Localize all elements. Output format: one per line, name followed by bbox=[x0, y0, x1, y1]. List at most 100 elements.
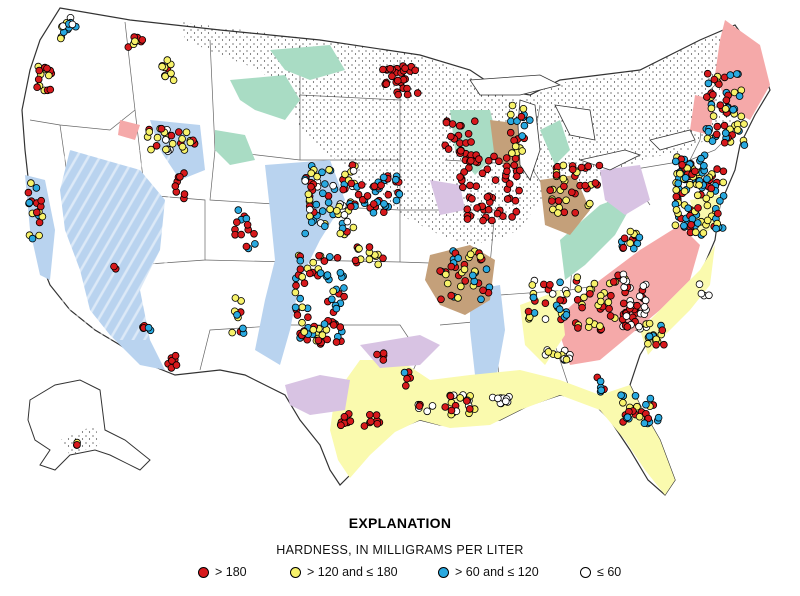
sample-site-marker bbox=[318, 331, 327, 339]
sample-site-marker bbox=[691, 228, 700, 237]
sample-site-marker bbox=[382, 80, 391, 88]
sample-site-marker bbox=[703, 175, 711, 183]
sample-site-marker bbox=[456, 282, 465, 291]
sample-site-marker bbox=[447, 262, 456, 271]
sample-site-marker bbox=[671, 157, 680, 166]
sample-site-marker bbox=[233, 218, 241, 227]
sample-site-marker bbox=[629, 244, 638, 253]
sample-site-marker bbox=[604, 298, 613, 307]
sample-site-marker bbox=[182, 128, 191, 137]
sample-site-marker bbox=[386, 64, 395, 73]
legend-label: > 60 and ≤ 120 bbox=[455, 565, 539, 579]
sample-site-marker bbox=[373, 419, 382, 428]
sample-site-marker bbox=[733, 126, 742, 134]
sample-site-marker bbox=[488, 216, 496, 225]
legend-item-gt180: > 180 bbox=[198, 565, 247, 579]
sample-site-marker bbox=[461, 277, 470, 285]
sample-site-marker bbox=[336, 323, 345, 331]
sample-site-marker bbox=[703, 69, 712, 78]
sample-site-marker bbox=[292, 281, 300, 290]
sample-site-marker bbox=[676, 169, 684, 178]
sample-site-marker bbox=[43, 64, 51, 73]
sample-site-marker bbox=[455, 122, 464, 130]
sample-site-marker bbox=[158, 62, 166, 71]
sample-site-marker bbox=[709, 91, 717, 99]
sample-site-marker bbox=[323, 335, 332, 344]
sample-site-marker bbox=[325, 165, 333, 174]
sample-site-marker bbox=[606, 312, 615, 320]
sample-site-marker bbox=[296, 265, 305, 274]
sample-site-marker bbox=[541, 299, 550, 308]
sample-site-marker bbox=[591, 179, 600, 187]
sample-site-marker bbox=[703, 201, 712, 210]
sample-site-marker bbox=[298, 303, 307, 312]
sample-site-marker bbox=[586, 289, 594, 298]
sample-site-marker bbox=[691, 167, 699, 176]
sample-site-marker bbox=[633, 301, 641, 310]
sample-site-marker bbox=[619, 398, 627, 407]
sample-site-marker bbox=[510, 161, 519, 170]
sample-site-marker bbox=[541, 315, 550, 323]
sample-site-marker bbox=[597, 386, 605, 395]
legend-label: > 120 and ≤ 180 bbox=[307, 565, 398, 579]
sample-site-marker bbox=[560, 208, 569, 217]
sample-site-marker bbox=[298, 318, 306, 327]
sample-site-marker bbox=[619, 243, 628, 252]
sample-site-marker bbox=[562, 311, 571, 319]
sample-site-marker bbox=[320, 257, 329, 265]
sample-site-marker bbox=[291, 303, 300, 312]
sample-site-marker bbox=[366, 417, 375, 426]
sample-site-marker bbox=[56, 34, 65, 43]
sample-site-marker bbox=[466, 181, 474, 190]
sample-site-marker bbox=[145, 128, 154, 136]
sample-site-marker bbox=[379, 349, 388, 358]
sample-site-marker bbox=[339, 185, 348, 194]
sample-site-marker bbox=[305, 269, 314, 278]
sample-site-marker bbox=[171, 182, 180, 190]
sample-site-marker bbox=[490, 152, 498, 161]
sample-site-marker bbox=[519, 105, 528, 113]
sample-site-marker bbox=[377, 181, 385, 190]
explanation-subtitle: HARDNESS, IN MILLIGRAMS PER LITER bbox=[276, 543, 524, 557]
sample-site-marker bbox=[379, 173, 388, 182]
sample-site-marker bbox=[567, 188, 576, 197]
sample-site-marker bbox=[320, 222, 329, 231]
sample-site-marker bbox=[704, 79, 713, 88]
sample-site-marker bbox=[484, 205, 493, 214]
sample-site-marker bbox=[380, 200, 388, 208]
sample-site-marker bbox=[447, 291, 456, 300]
sample-site-marker bbox=[309, 258, 318, 267]
sample-site-marker bbox=[573, 273, 582, 282]
sample-site-marker bbox=[658, 326, 667, 335]
sample-site-marker bbox=[520, 121, 529, 130]
sample-site-marker bbox=[466, 157, 475, 165]
sample-site-marker bbox=[546, 186, 554, 195]
sample-site-marker bbox=[34, 75, 43, 84]
sample-site-marker bbox=[347, 179, 356, 188]
sample-site-marker bbox=[318, 189, 327, 198]
blue-dot-icon bbox=[438, 566, 449, 578]
legend-label: ≤ 60 bbox=[597, 565, 622, 579]
sample-site-marker bbox=[694, 204, 702, 212]
sample-site-marker bbox=[559, 161, 568, 170]
explanation-title: EXPLANATION bbox=[348, 515, 452, 531]
sample-site-marker bbox=[712, 130, 721, 139]
sample-site-marker bbox=[314, 336, 323, 345]
sample-site-marker bbox=[35, 231, 43, 240]
sample-site-marker bbox=[415, 402, 424, 410]
sample-site-marker bbox=[605, 304, 613, 313]
sample-site-marker bbox=[340, 284, 348, 292]
sample-site-marker bbox=[568, 165, 577, 174]
sample-site-marker bbox=[175, 128, 183, 136]
sample-site-marker bbox=[372, 411, 381, 419]
sample-site-marker bbox=[304, 190, 313, 199]
sample-site-marker bbox=[411, 66, 420, 75]
sample-site-marker bbox=[678, 161, 686, 169]
sample-site-marker bbox=[365, 243, 374, 251]
sample-site-marker bbox=[291, 288, 300, 297]
sample-site-marker bbox=[403, 90, 412, 99]
sample-site-marker bbox=[44, 71, 53, 80]
sample-site-marker bbox=[546, 280, 554, 289]
sample-site-marker bbox=[144, 323, 153, 332]
sample-site-marker bbox=[639, 282, 648, 290]
